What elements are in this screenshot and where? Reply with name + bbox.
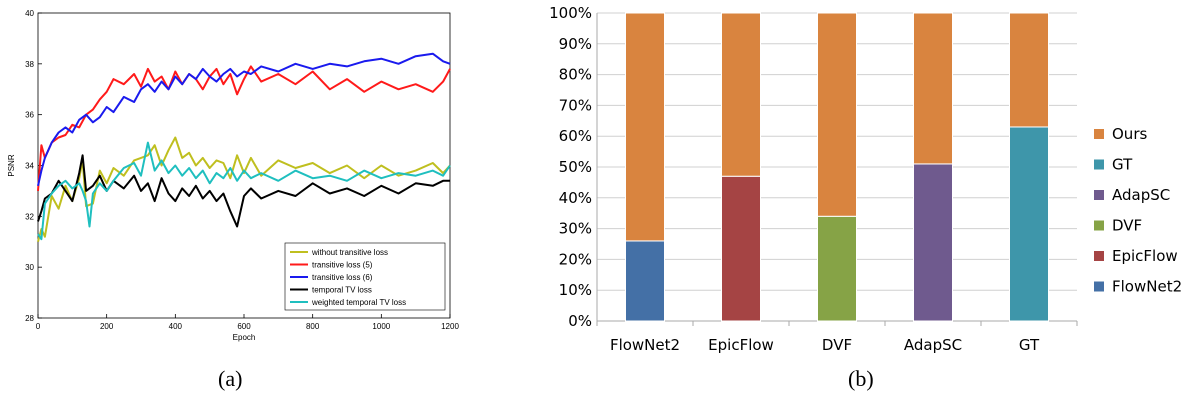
y-tick-label: 38 — [25, 60, 34, 69]
series-line-2 — [37, 52, 451, 187]
y-tick-label: 80% — [559, 66, 592, 84]
x-tick-label: AdapSC — [904, 336, 962, 354]
legend-label-0: without transitive loss — [311, 248, 388, 257]
legend-swatch-DVF — [1094, 220, 1104, 231]
series-line-3 — [37, 154, 450, 228]
y-axis-label: PSNR — [7, 154, 16, 176]
legend-label-4: weighted temporal TV loss — [311, 298, 406, 307]
y-tick-label: 28 — [25, 314, 34, 323]
bar-segment-FlowNet2-Ours — [625, 12, 665, 242]
bar-segment-AdapSC-AdapSC — [913, 163, 953, 322]
bar-segment-AdapSC-Ours — [913, 12, 953, 165]
legend-label-1: transitive loss (5) — [312, 261, 373, 270]
y-tick-label: 70% — [559, 96, 592, 114]
legend-swatch-GT — [1094, 159, 1104, 170]
legend-label-EpicFlow: EpicFlow — [1112, 247, 1178, 265]
x-tick-label: 800 — [306, 322, 320, 331]
x-tick-label: FlowNet2 — [610, 336, 680, 354]
x-tick-label: DVF — [822, 336, 852, 354]
bar-segment-FlowNet2-FlowNet2 — [625, 240, 665, 322]
bar-segment-EpicFlow-EpicFlow — [721, 175, 761, 322]
series-line-4 — [37, 141, 451, 241]
y-tick-label: 60% — [559, 127, 592, 145]
legend-label-GT: GT — [1112, 156, 1133, 174]
x-tick-label: 400 — [169, 322, 183, 331]
y-tick-label: 90% — [559, 35, 592, 53]
x-tick-label: 1000 — [372, 322, 390, 331]
legend-label-Ours: Ours — [1112, 125, 1147, 143]
x-tick-label: 1200 — [441, 322, 459, 331]
stacked-bar-chart: 0% 10% 20% 30% 40% 50% 60% 70% 80% 90% 100% FlowNet… — [549, 4, 1182, 354]
y-tick-label: 40% — [559, 189, 592, 207]
bar-segment-DVF-DVF — [817, 215, 857, 322]
caption-b: (b) — [848, 366, 874, 391]
legend-label-2: transitive loss (6) — [312, 273, 373, 282]
x-tick-label: 600 — [237, 322, 251, 331]
legend-label-3: temporal TV loss — [312, 286, 372, 295]
bar-segment-GT-GT — [1009, 126, 1049, 322]
legend-swatch-EpicFlow — [1094, 251, 1104, 261]
legend-swatch-FlowNet2 — [1094, 281, 1104, 292]
y-tick-label: 34 — [25, 162, 34, 171]
y-tick-label: 32 — [25, 212, 34, 221]
psnr-line-chart: 0 200 400 600 800 1000 1200 28 30 32 34 36 38 40 Epoch… — [7, 9, 459, 342]
legend-label-FlowNet2: FlowNet2 — [1112, 278, 1182, 296]
legend-label-AdapSC: AdapSC — [1112, 186, 1170, 204]
y-tick-label: 0% — [568, 312, 592, 330]
y-tick-label: 36 — [25, 111, 34, 120]
bar-segment-GT-Ours — [1009, 12, 1049, 128]
bar-segment-DVF-Ours — [817, 12, 857, 217]
y-tick-label: 20% — [559, 250, 592, 268]
x-axis-label: Epoch — [233, 333, 256, 342]
y-tick-label: 10% — [559, 281, 592, 299]
legend-box — [284, 242, 446, 311]
bar-segment-EpicFlow-Ours — [721, 12, 761, 177]
caption-a: (a) — [218, 366, 243, 391]
legend-swatch-Ours — [1094, 129, 1104, 139]
x-tick-label: 0 — [36, 322, 41, 331]
y-tick-label: 30% — [559, 220, 592, 238]
y-tick-label: 50% — [559, 158, 592, 176]
y-tick-label: 40 — [25, 9, 34, 18]
y-tick-label: 30 — [25, 263, 34, 272]
x-tick-label: EpicFlow — [708, 336, 774, 354]
x-tick-label: 200 — [100, 322, 114, 331]
y-tick-label: 100% — [549, 4, 592, 22]
legend-label-DVF: DVF — [1112, 217, 1142, 235]
x-tick-label: GT — [1019, 336, 1040, 354]
legend-swatch-AdapSC — [1094, 190, 1104, 200]
